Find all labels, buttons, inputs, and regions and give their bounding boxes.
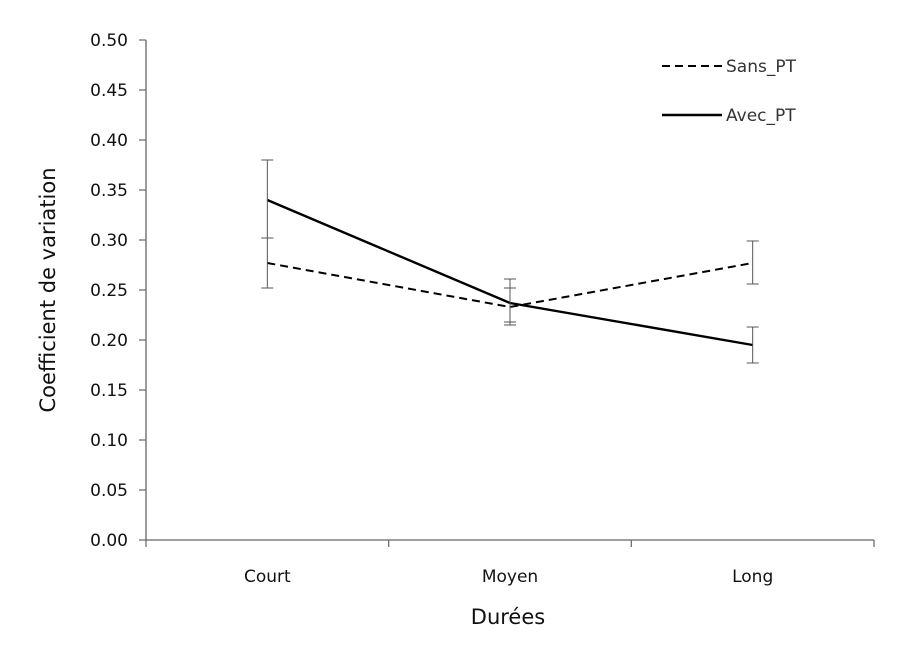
x-tick-label: Court <box>244 567 291 587</box>
error-bar-avec-pt <box>261 160 273 238</box>
legend-item-avec-pt: Avec_PT <box>662 106 796 126</box>
y-tick-label: 0.20 <box>90 331 128 351</box>
error-bar-sans-pt <box>747 241 759 284</box>
series-avec-pt <box>261 160 758 363</box>
x-tick-label: Moyen <box>482 567 538 587</box>
legend-label-sans-pt: Sans_PT <box>726 57 797 77</box>
x-tick-label: Long <box>732 567 773 587</box>
y-tick-label: 0.40 <box>90 131 128 151</box>
y-tick-label: 0.50 <box>90 31 128 51</box>
y-tick-label: 0.10 <box>90 431 128 451</box>
y-axis-title: Coefficient de variation <box>36 167 60 412</box>
y-tick-label: 0.35 <box>90 181 128 201</box>
x-axis-title: Durées <box>471 605 545 629</box>
legend: Sans_PT Avec_PT <box>662 57 797 126</box>
legend-label-avec-pt: Avec_PT <box>726 106 796 126</box>
y-tick-label: 0.25 <box>90 281 128 301</box>
y-tick-label: 0.00 <box>90 531 128 551</box>
y-tick-label: 0.45 <box>90 81 128 101</box>
y-tick-label: 0.05 <box>90 481 128 501</box>
legend-item-sans-pt: Sans_PT <box>662 57 797 77</box>
series-layer <box>261 160 758 363</box>
y-tick-labels: 0.00 0.05 0.10 0.15 0.20 0.25 0.30 0.35 0.40 0.45… <box>90 31 128 551</box>
y-tick-label: 0.30 <box>90 231 128 251</box>
y-tick-label: 0.15 <box>90 381 128 401</box>
x-tick-labels: Court Moyen Long <box>244 567 773 587</box>
